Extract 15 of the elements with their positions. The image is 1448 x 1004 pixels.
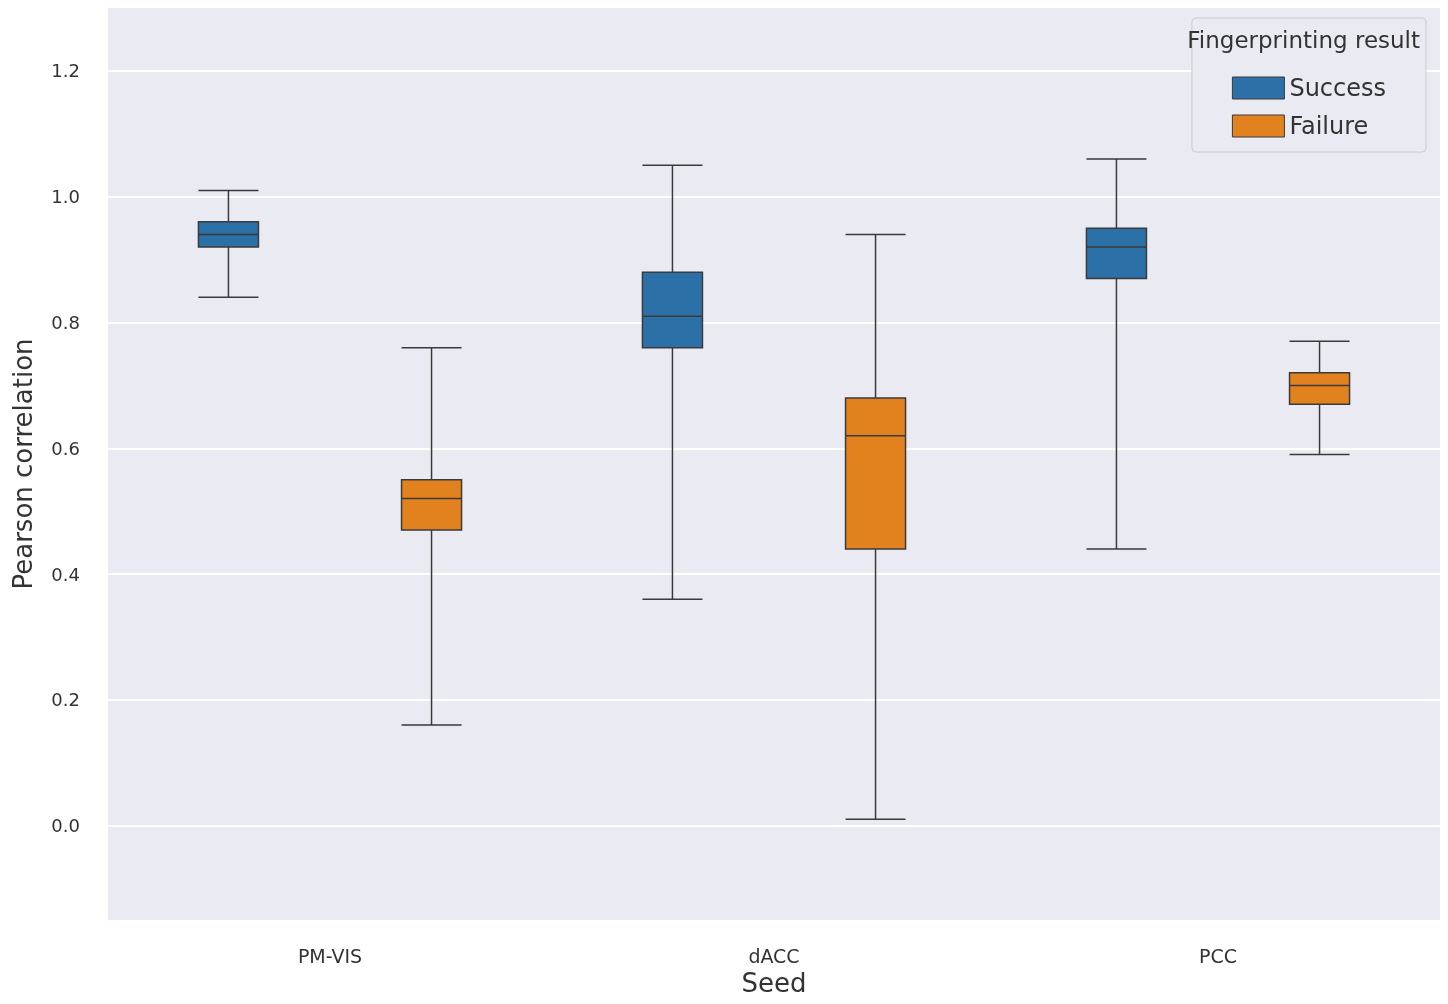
legend-label: Failure <box>1289 112 1369 140</box>
x-axis-title: Seed <box>741 968 807 998</box>
y-axis-title: Pearson correlation <box>8 338 38 590</box>
x-tick-label: PCC <box>1199 944 1237 967</box>
y-tick-label: 0.4 <box>51 563 80 585</box>
legend-label: Success <box>1289 74 1386 102</box>
y-tick-label: 0.8 <box>51 311 80 333</box>
y-tick-label: 0.6 <box>51 437 80 459</box>
y-tick-label: 1.2 <box>51 60 80 82</box>
y-tick-label: 1.0 <box>51 186 80 208</box>
x-tick-label: dACC <box>748 944 800 967</box>
y-tick-label: 0.2 <box>51 689 80 711</box>
legend-title: Fingerprinting result <box>1187 26 1420 53</box>
x-tick-label: PM-VIS <box>297 944 363 967</box>
y-tick-label: 0.0 <box>51 815 80 837</box>
